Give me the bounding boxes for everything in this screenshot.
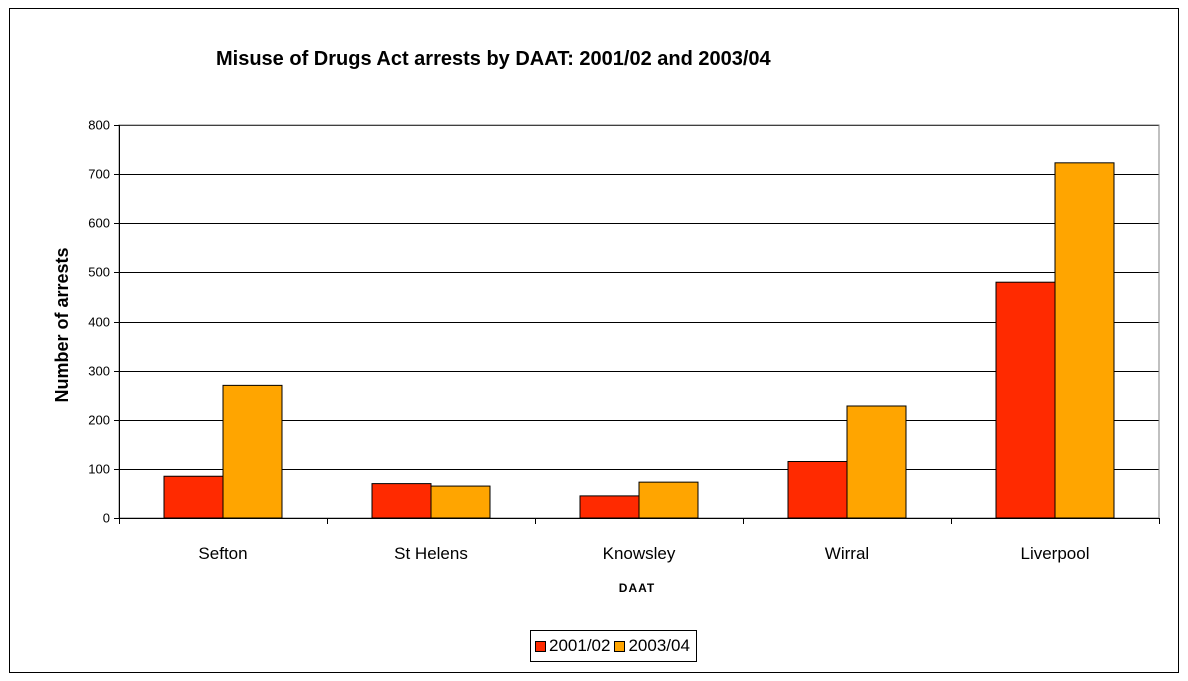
axes	[114, 125, 1160, 524]
bar-liverpool-2003-04	[1054, 162, 1115, 519]
bar-knowsley-2003-04	[638, 481, 699, 519]
x-tick-label: Wirral	[825, 544, 869, 563]
legend-item: 2003/04	[614, 636, 690, 656]
bar-wirral-2001-02	[787, 461, 848, 519]
y-tick-label: 500	[88, 265, 110, 280]
bar-liverpool-2001-02	[995, 281, 1056, 519]
y-tick-label: 700	[88, 167, 110, 182]
y-tick-label: 200	[88, 413, 110, 428]
y-tick-label: 0	[103, 511, 110, 526]
legend-swatch	[535, 640, 546, 652]
legend-item: 2001/02	[535, 636, 610, 656]
x-tick-label: Sefton	[198, 544, 247, 563]
chart-frame	[9, 8, 1179, 673]
legend-label: 2003/04	[628, 636, 690, 655]
legend: 2001/02 2003/04	[530, 630, 697, 662]
bar-st-helens-2001-02	[371, 483, 432, 519]
legend-label: 2001/02	[549, 636, 611, 655]
y-tick-label: 400	[88, 315, 110, 330]
bar-st-helens-2003-04	[430, 485, 491, 519]
y-tick-label: 600	[88, 216, 110, 231]
bar-sefton-2001-02	[163, 475, 224, 519]
bar-wirral-2003-04	[846, 405, 907, 519]
x-tick-label: Liverpool	[1021, 544, 1090, 563]
bar-knowsley-2001-02	[579, 495, 640, 519]
bars	[163, 162, 1115, 519]
chart-title: Misuse of Drugs Act arrests by DAAT: 200…	[216, 48, 771, 70]
y-axis-title: Number of arrests	[52, 247, 72, 402]
y-tick-labels: 0 100 200 300 400 500 600 700 800	[88, 118, 110, 526]
x-tick-labels: Sefton St Helens Knowsley Wirral Liverpool	[198, 544, 1089, 563]
x-axis-title: DAAT	[619, 581, 655, 595]
y-tick-label: 300	[88, 364, 110, 379]
x-tick-label: Knowsley	[603, 544, 676, 563]
x-tick-label: St Helens	[394, 544, 468, 563]
bar-sefton-2003-04	[222, 384, 283, 519]
legend-swatch	[614, 640, 626, 652]
y-tick-label: 100	[88, 462, 110, 477]
y-tick-label: 800	[88, 118, 110, 133]
